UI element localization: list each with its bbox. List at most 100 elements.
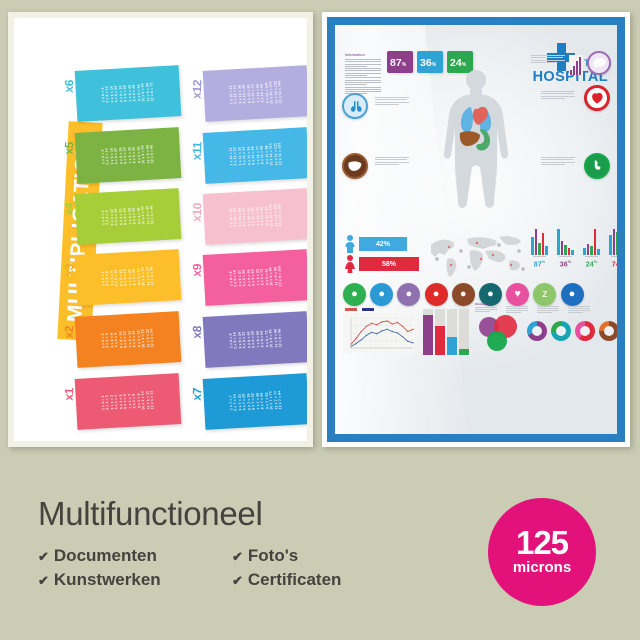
hospital-poster-frame: Trinity HOSPITAL Information 87%▬▬▬▬▬36%…	[327, 17, 625, 442]
bar-group-36: 36%	[557, 229, 574, 268]
check-icon: ✔	[232, 549, 243, 564]
multiplication-row: 12 x 2 = 24	[149, 328, 155, 348]
multiplication-row: 12 x 6 = 72	[149, 82, 155, 102]
information-body-text	[345, 59, 381, 95]
multiplication-label-x2: x2	[61, 325, 77, 339]
heart-organ-icon[interactable]: ●	[424, 283, 448, 306]
stat-caption: ▬▬▬ ▬▬	[390, 72, 398, 79]
bubble-chart	[479, 315, 521, 355]
feature-item-kunstwerken: ✔ Kunstwerken	[38, 570, 161, 590]
stat-percent-sign: %	[401, 62, 407, 68]
multiplication-label-x9: x9	[189, 263, 205, 277]
multiplication-label-x10: x10	[189, 202, 205, 223]
male-figure-icon	[345, 235, 355, 253]
callout-lungs-text	[375, 97, 409, 107]
lungs-callout-icon	[342, 93, 368, 119]
liver-organ	[459, 131, 480, 146]
bottom-panel: Multifunctioneel ✔ Documenten ✔ Kunstwerken…	[0, 460, 640, 640]
bar-group-bars	[583, 229, 600, 255]
check-icon: ✔	[38, 549, 49, 564]
brain-mini-bar-chart	[569, 55, 583, 75]
multiplication-label-x12: x12	[189, 79, 205, 100]
information-text-block: Information	[345, 53, 381, 96]
male-percentage-bar: 42%	[359, 237, 407, 251]
column-bar	[423, 309, 433, 355]
multiplication-table-x12[interactable]: 1 x 12 = 12 2 x 12 = 24 3 x 12 = 36 4 x 12 …	[202, 65, 307, 122]
feature-label: Certificaten	[247, 570, 342, 589]
stat-percent-sign: %	[431, 62, 437, 68]
multiplication-poster-content: MULTIPLICATION 1 x 6 = 62 x 6 = 123 x 6 …	[14, 18, 307, 441]
multiplication-label-x5: x5	[61, 141, 77, 155]
multiplication-row: 12 x 11 = 132	[277, 142, 283, 166]
multiplication-table-x11[interactable]: 1 x 11 = 11 2 x 11 = 22 3 x 11 = 33 4 x 11 …	[202, 127, 307, 184]
feature-label: Kunstwerken	[53, 570, 161, 589]
multiplication-row: 12 x 12 = 144	[277, 80, 283, 104]
heart-callout-icon	[584, 85, 610, 111]
stomach-icon[interactable]: ●	[343, 283, 366, 306]
callout-brain-text	[531, 55, 565, 65]
microns-badge: 125 microns	[488, 498, 596, 606]
check-icon: ✔	[38, 573, 49, 588]
multiplication-row: 12 x 8 = 96	[277, 328, 283, 348]
microns-number: 125	[515, 524, 569, 561]
multiplication-poster[interactable]: MULTIPLICATION 1 x 6 = 62 x 6 = 123 x 6 …	[8, 12, 313, 447]
liver-callout-icon	[342, 153, 368, 179]
lungs-icon[interactable]: ●	[370, 283, 394, 306]
demographic-male: 42%	[344, 235, 407, 253]
multiplication-row: 12 x 10 = 120	[277, 203, 283, 227]
donut-info-labels: Information	[475, 303, 590, 313]
bar-group-bars	[557, 229, 574, 255]
heart-icon[interactable]: ♥	[506, 283, 530, 306]
apple-icon[interactable]: ●	[560, 283, 584, 306]
multiplication-row: 12 x 7 = 84	[277, 390, 283, 410]
donut-chart-3	[575, 321, 595, 341]
hospital-logo-main: HOSPITAL	[532, 69, 608, 85]
page-title: Multifunctioneel	[38, 495, 263, 532]
bar-group-bars	[531, 229, 548, 255]
world-map	[431, 236, 525, 277]
brain-callout-icon	[587, 51, 611, 75]
callout-stomach-text	[541, 157, 575, 167]
microns-unit: microns	[512, 559, 572, 576]
stat-caption: ▬▬▬ ▬▬	[450, 72, 458, 79]
multiplication-table-x10[interactable]: 1 x 10 = 10 2 x 10 = 20 3 x 10 = 30 4 x 10 …	[202, 188, 307, 245]
liver-icon[interactable]: ●	[451, 283, 475, 306]
donut-chart-1	[527, 321, 547, 341]
feature-label: Documenten	[53, 546, 157, 565]
donut-chart-2	[551, 321, 571, 341]
bar-group-label: 74%	[611, 261, 617, 269]
bottom-column-chart	[423, 309, 473, 355]
stat-percent-sign: %	[461, 62, 467, 68]
stat-number: 87	[390, 57, 402, 69]
medical-cross-icon	[547, 43, 576, 71]
bar-group-divider	[584, 256, 599, 257]
check-icon: ✔	[232, 573, 243, 588]
multiplication-row: 12 x 3 = 36	[149, 266, 155, 286]
bar-group-divider	[558, 256, 573, 257]
feature-label: Foto's	[247, 546, 299, 565]
bed-icon[interactable]: z	[533, 283, 557, 306]
female-figure-icon	[345, 255, 355, 273]
tooth-icon[interactable]: ●	[478, 283, 502, 306]
female-percentage-bar: 58%	[359, 257, 419, 271]
multiplication-label-x11: x11	[189, 141, 205, 161]
stat-badge-87: 87% ▬▬▬ ▬▬	[387, 51, 413, 79]
demographic-female: 58%	[344, 255, 419, 273]
bar-group-87: 87%	[531, 229, 548, 268]
brain-icon[interactable]: ●	[397, 283, 421, 306]
multiplication-label-x4: x4	[61, 202, 77, 216]
multiplication-row: 12 x 9 = 108	[277, 265, 283, 287]
line-chart-legend	[345, 308, 374, 311]
hospital-infographic-poster[interactable]: Trinity HOSPITAL Information 87%▬▬▬▬▬36%…	[322, 12, 630, 447]
column-bar	[435, 309, 445, 355]
bar-group-label: 24%	[585, 259, 598, 269]
